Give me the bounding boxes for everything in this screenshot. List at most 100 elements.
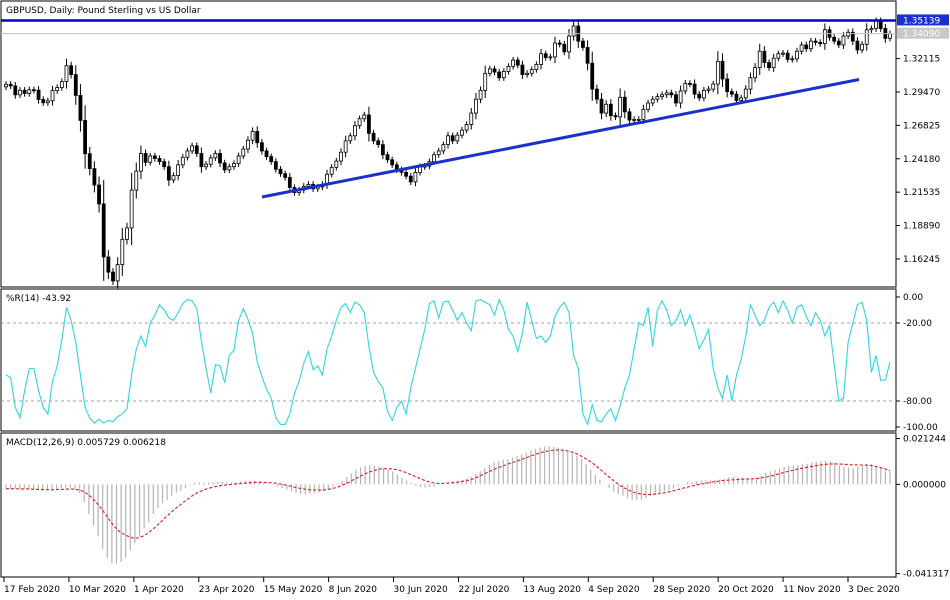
price-plot[interactable] <box>1 17 896 289</box>
candle-up <box>660 94 664 98</box>
candle-down <box>380 144 385 156</box>
candle-up <box>869 28 874 31</box>
macd-tick-label: 0.000000 <box>903 480 946 490</box>
candle-down <box>543 53 548 58</box>
candle-up <box>506 65 511 72</box>
candle-up <box>171 175 176 181</box>
candle-down <box>520 64 525 75</box>
candle-down <box>106 256 111 273</box>
candle-up <box>539 53 543 65</box>
x-tick-label: 22 Jul 2020 <box>458 585 509 595</box>
candle-up <box>529 69 534 74</box>
candle-down <box>492 68 497 73</box>
candle-up <box>706 88 711 91</box>
candle-up <box>348 135 353 142</box>
macd-tick-label: -0.041317 <box>903 570 949 580</box>
candle-down <box>734 93 739 101</box>
candle-down <box>199 153 204 168</box>
candle-down <box>385 154 390 161</box>
candle-down <box>83 119 87 155</box>
candle-up <box>208 157 213 165</box>
candle-up <box>413 171 418 183</box>
candle-up <box>776 53 781 59</box>
candle-down <box>259 142 264 152</box>
candle-up <box>241 148 246 157</box>
x-tick-label: 13 Aug 2020 <box>523 585 581 595</box>
candle-up <box>822 29 827 45</box>
candle-down <box>832 36 837 42</box>
wpr-tick-label: -80.00 <box>903 397 932 407</box>
candle-up <box>120 238 125 265</box>
wpr-tick-label: -20.00 <box>903 319 932 329</box>
candle-down <box>404 171 409 177</box>
candle-up <box>571 25 576 37</box>
candle-down <box>218 153 222 164</box>
macd-label: MACD(12,26,9) 0.005729 0.006218 <box>6 438 166 448</box>
candle-up <box>139 153 143 172</box>
price-tick-label: 1.24180 <box>903 155 940 165</box>
candle-down <box>152 155 157 159</box>
x-tick-label: 10 Mar 2020 <box>69 585 126 595</box>
candle-down <box>162 161 167 168</box>
candle-down <box>69 65 74 75</box>
candle-down <box>41 99 46 104</box>
candle-up <box>860 43 864 51</box>
candle-up <box>129 189 134 229</box>
candle-up <box>553 42 557 58</box>
candle-up <box>148 155 153 163</box>
x-tick-label: 15 May 2020 <box>264 585 323 595</box>
candle-down <box>8 83 13 87</box>
candle-down <box>22 89 27 94</box>
candle-down <box>813 40 818 43</box>
candle-down <box>371 132 376 142</box>
candle-up <box>4 83 8 88</box>
candle-down <box>850 31 855 42</box>
candle-up <box>748 77 753 90</box>
candle-down <box>376 140 381 146</box>
candle-down <box>278 168 283 175</box>
wpr-line <box>5 298 891 427</box>
candle-up <box>306 183 311 187</box>
chart-title: GBPUSD, Daily: Pound Sterling vs US Doll… <box>6 6 201 16</box>
candle-up <box>446 135 450 146</box>
candle-up <box>646 102 650 110</box>
candle-down <box>166 166 171 181</box>
candle-down <box>264 150 269 158</box>
price-badge-high <box>897 14 949 26</box>
candle-up <box>432 154 436 163</box>
candle-down <box>836 40 841 46</box>
candle-down <box>255 130 260 144</box>
candle-down <box>87 153 92 170</box>
wpr-label: %R(14) -43.92 <box>6 294 71 304</box>
candle-up <box>874 20 878 29</box>
macd-plot[interactable] <box>5 446 891 564</box>
candle-down <box>688 83 692 85</box>
candle-down <box>762 50 767 63</box>
candle-up <box>525 72 529 75</box>
candle-up <box>227 166 232 171</box>
candle-up <box>64 65 69 82</box>
candle-down <box>269 156 274 163</box>
wpr-plot[interactable] <box>1 298 896 427</box>
candle-up <box>213 153 218 159</box>
candle-down <box>194 145 199 154</box>
candle-up <box>357 118 362 127</box>
candle-up <box>27 89 32 94</box>
x-tick-label: 3 Dec 2020 <box>848 585 900 595</box>
candle-up <box>115 264 120 282</box>
price-tick-label: 1.18890 <box>903 222 940 232</box>
candle-up <box>343 140 348 153</box>
candle-up <box>771 57 776 69</box>
candle-down <box>408 175 413 183</box>
candle-down <box>73 74 78 96</box>
candle-down <box>581 40 585 48</box>
candle-down <box>720 60 725 80</box>
candle-down <box>222 162 227 171</box>
candle-down <box>669 92 674 96</box>
candle-up <box>460 129 464 136</box>
candle-down <box>497 71 502 79</box>
price-tick-label: 1.32115 <box>903 55 940 65</box>
candle-down <box>283 173 288 178</box>
candle-down <box>143 153 148 163</box>
